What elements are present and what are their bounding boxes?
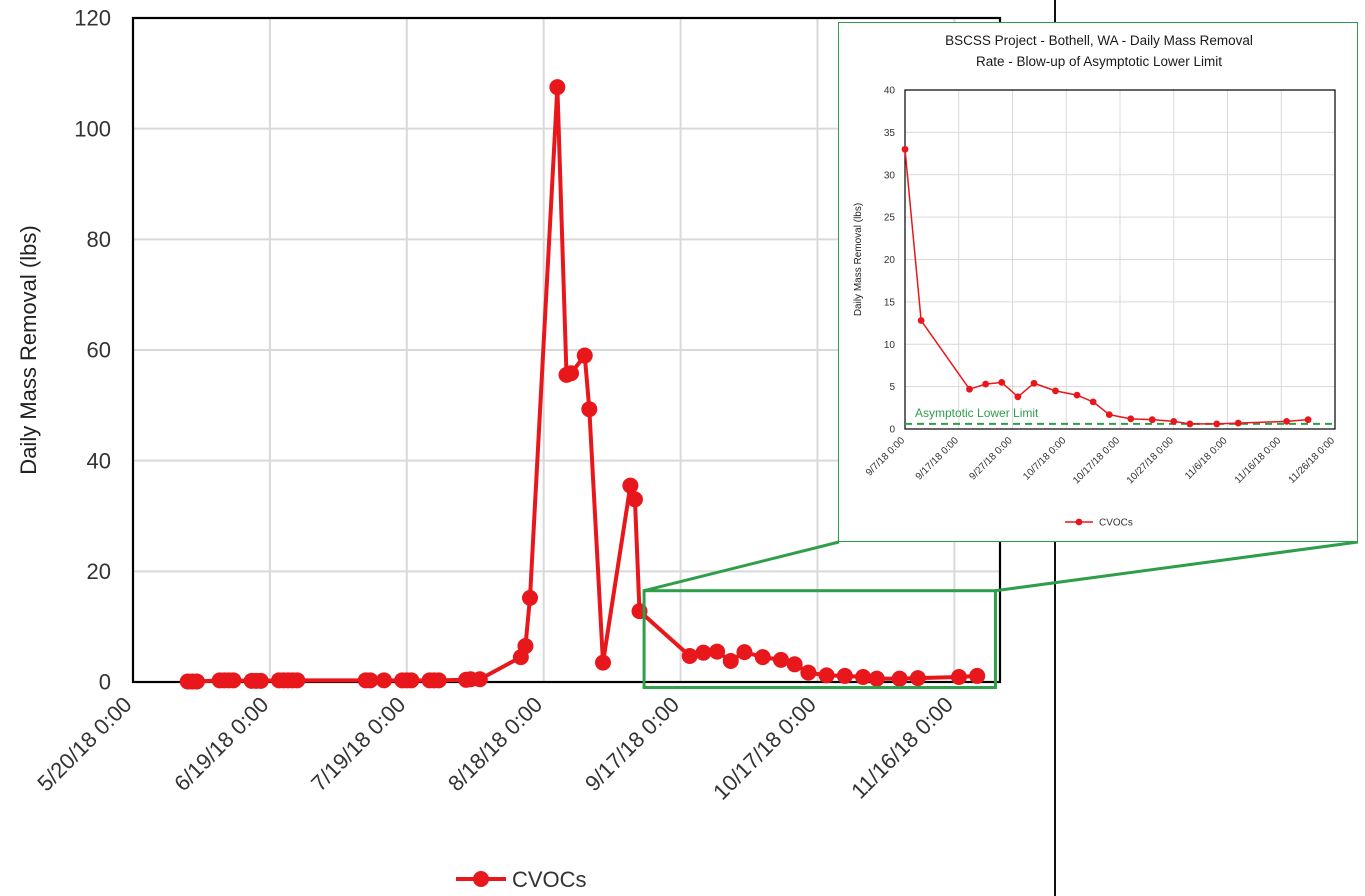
plot-frame bbox=[904, 89, 1336, 430]
data-point bbox=[681, 647, 698, 664]
inset-chart-panel: BSCSS Project - Bothell, WA - Daily Mass… bbox=[838, 22, 1358, 542]
data-point bbox=[1030, 379, 1038, 387]
data-point bbox=[891, 670, 908, 687]
data-point bbox=[855, 669, 872, 686]
data-point bbox=[626, 491, 643, 508]
data-point bbox=[736, 644, 753, 661]
y-tick-label: 40 bbox=[87, 448, 111, 473]
y-tick-label: 20 bbox=[87, 559, 111, 584]
data-point bbox=[1170, 417, 1178, 425]
data-point bbox=[1105, 411, 1113, 418]
data-point bbox=[563, 365, 580, 382]
data-point bbox=[188, 673, 205, 690]
x-tick-label: 9/27/18 0:00 bbox=[968, 435, 1015, 482]
data-point bbox=[901, 145, 909, 153]
data-point bbox=[818, 667, 835, 684]
y-tick-label: 0 bbox=[99, 670, 111, 695]
y-tick-label: 25 bbox=[884, 213, 896, 224]
y-tick-label: 35 bbox=[884, 128, 896, 139]
y-tick-label: 100 bbox=[74, 116, 111, 141]
x-tick-label: 9/7/18 0:00 bbox=[864, 435, 907, 478]
data-point bbox=[969, 667, 986, 684]
data-point bbox=[403, 672, 420, 689]
data-point bbox=[1014, 393, 1022, 401]
data-point bbox=[1283, 417, 1291, 425]
legend-label: CVOCs bbox=[1099, 518, 1133, 529]
y-tick-label: 10 bbox=[884, 340, 896, 351]
x-tick-label: 9/17/18 0:00 bbox=[914, 435, 961, 482]
data-point bbox=[622, 477, 639, 494]
data-point bbox=[252, 672, 269, 689]
data-point bbox=[998, 378, 1006, 386]
data-point bbox=[695, 644, 712, 661]
data-point bbox=[1186, 420, 1194, 428]
data-point bbox=[754, 649, 771, 666]
data-point bbox=[521, 589, 538, 606]
data-point bbox=[1073, 391, 1081, 399]
x-tick-label: 10/17/18 0:00 bbox=[1071, 435, 1122, 486]
y-tick-label: 30 bbox=[884, 170, 896, 181]
legend-label: CVOCs bbox=[512, 867, 587, 892]
zoom-region-box bbox=[642, 589, 997, 690]
data-point bbox=[836, 667, 853, 684]
data-point bbox=[1234, 419, 1242, 427]
y-tick-label: 15 bbox=[884, 297, 896, 308]
data-point bbox=[982, 380, 990, 388]
y-tick-label: 60 bbox=[87, 338, 111, 363]
x-tick-label: 11/6/18 0:00 bbox=[1183, 435, 1230, 482]
y-tick-label: 5 bbox=[889, 382, 895, 393]
inset-title-line-1: BSCSS Project - Bothell, WA - Daily Mass… bbox=[945, 33, 1253, 48]
data-point bbox=[1213, 420, 1221, 428]
inset-chart: 0 5 10 15 20 25 30 35 40 9/7/18 0:00 9/17/18 0:00 9… bbox=[853, 86, 1338, 529]
data-point bbox=[909, 670, 926, 687]
zoom-connector-left bbox=[643, 540, 840, 593]
legend-marker bbox=[473, 871, 489, 887]
data-point bbox=[517, 638, 534, 655]
data-point bbox=[1127, 415, 1135, 423]
data-point bbox=[225, 672, 242, 689]
asymptotic-lower-limit-label: Asymptotic Lower Limit bbox=[915, 406, 1039, 420]
data-point bbox=[549, 79, 566, 96]
data-point bbox=[1089, 398, 1097, 406]
data-point bbox=[1052, 387, 1059, 395]
data-point bbox=[430, 672, 447, 689]
zoom-connector-right bbox=[995, 540, 1359, 593]
data-point bbox=[709, 643, 726, 660]
x-tick-label: 10/7/18 0:00 bbox=[1021, 435, 1068, 482]
data-point bbox=[950, 669, 967, 686]
data-point bbox=[595, 654, 612, 671]
y-axis-label: Daily Mass Removal (lbs) bbox=[16, 225, 41, 474]
y-tick-label: 40 bbox=[884, 86, 896, 97]
data-point bbox=[581, 401, 598, 418]
y-tick-label: 80 bbox=[87, 227, 111, 252]
data-point bbox=[966, 385, 973, 393]
data-point bbox=[772, 651, 789, 668]
series-line-cvocs bbox=[904, 149, 1309, 425]
data-point bbox=[868, 670, 885, 687]
data-point bbox=[375, 672, 392, 689]
data-point bbox=[1304, 416, 1312, 424]
data-point bbox=[471, 671, 488, 688]
x-tick-label: 10/27/18 0:00 bbox=[1125, 435, 1176, 486]
inset-title-line-2: Rate - Blow-up of Asymptotic Lower Limit bbox=[975, 54, 1223, 69]
data-point bbox=[917, 317, 925, 324]
y-tick-label: 20 bbox=[884, 255, 896, 266]
y-tick-label: 120 bbox=[74, 6, 111, 31]
y-tick-label: 0 bbox=[889, 425, 895, 436]
data-point bbox=[1148, 416, 1156, 424]
data-point bbox=[362, 672, 379, 689]
y-axis-label: Daily Mass Removal (lbs) bbox=[853, 203, 864, 316]
data-point bbox=[576, 347, 593, 364]
x-tick-label: 11/16/18 0:00 bbox=[1233, 435, 1284, 486]
data-point bbox=[722, 652, 739, 669]
data-point bbox=[289, 672, 306, 689]
x-tick-label: 11/26/18 0:00 bbox=[1287, 435, 1338, 486]
data-point bbox=[786, 656, 803, 673]
legend-marker bbox=[1075, 518, 1083, 526]
data-point bbox=[800, 664, 817, 681]
